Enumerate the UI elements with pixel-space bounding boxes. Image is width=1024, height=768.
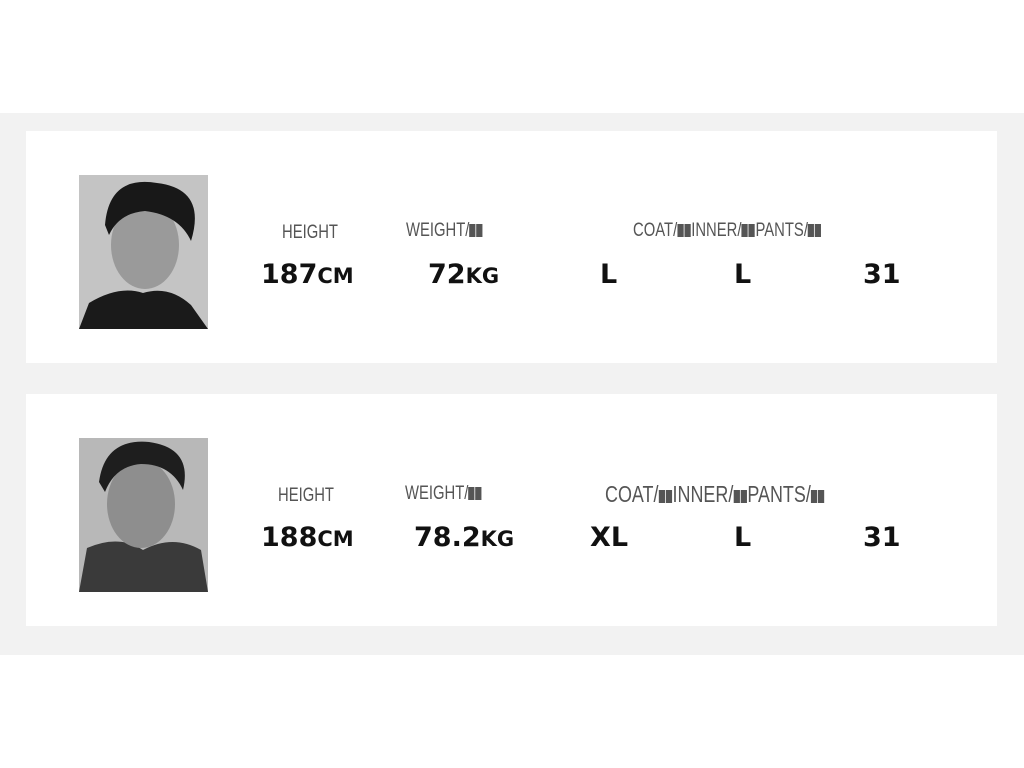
height-value: 187CM	[261, 259, 354, 290]
model-card-1: HEIGHT WEIGHT/ COAT/INNER/PANTS/ 187CM 7…	[26, 131, 997, 363]
height-label: HEIGHT	[278, 485, 334, 506]
weight-label: WEIGHT/	[405, 483, 482, 505]
sizes-label: COAT/INNER/PANTS/	[605, 481, 825, 508]
pants-size: 31	[863, 259, 901, 290]
coat-size: XL	[590, 522, 629, 553]
weight-value: 78.2KG	[414, 522, 515, 553]
inner-size: L	[734, 259, 752, 290]
height-label: HEIGHT	[282, 222, 338, 243]
weight-label: WEIGHT/	[406, 220, 483, 242]
model-photo	[79, 175, 208, 329]
pants-size: 31	[863, 522, 901, 553]
sizes-label: COAT/INNER/PANTS/	[633, 220, 822, 242]
model-photo	[79, 438, 208, 592]
coat-size: L	[600, 259, 618, 290]
height-value: 188CM	[261, 522, 354, 553]
weight-value: 72KG	[428, 259, 500, 290]
inner-size: L	[734, 522, 752, 553]
model-card-2: HEIGHT WEIGHT/ COAT/INNER/PANTS/ 188CM 7…	[26, 394, 997, 626]
